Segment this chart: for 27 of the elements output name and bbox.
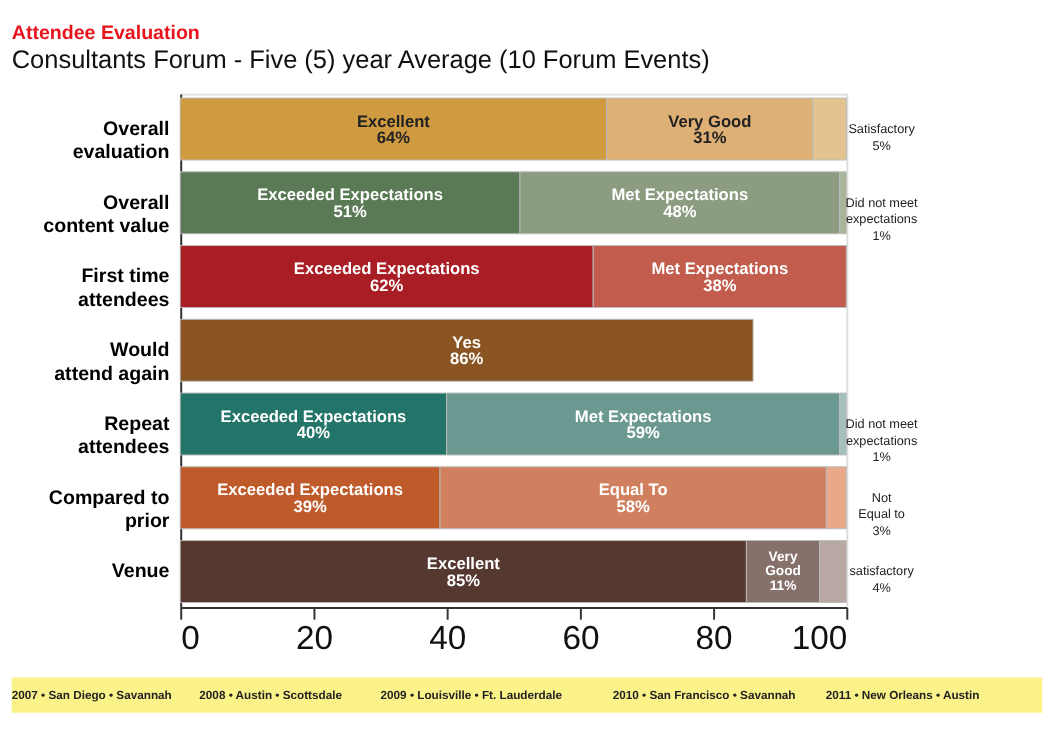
y-tick-label: Overall evaluation bbox=[72, 118, 171, 165]
chart-title: Consultants Forum - Five (5) year Average (10 Forum Events) bbox=[11, 44, 710, 75]
data-label: Exceeded Expectations 39% bbox=[217, 479, 404, 516]
x-tick-label: 0 bbox=[181, 619, 200, 658]
data-label: Excellent 64% bbox=[356, 110, 431, 148]
y-tick-label: Would attend again bbox=[54, 340, 170, 386]
chart-subtitle: Attendee Evaluation bbox=[11, 22, 200, 45]
y-tick-label: First time attendees bbox=[78, 266, 171, 312]
x-tick-label: 20 bbox=[295, 619, 333, 658]
data-label: Exceeded Expectations 51% bbox=[257, 184, 444, 221]
y-tick-label: Venue bbox=[111, 561, 171, 584]
data-label: Met Expectations 38% bbox=[651, 258, 789, 295]
y-tick-label: Compared to prior bbox=[48, 487, 170, 534]
data-label: Exceeded Expectations 40% bbox=[220, 405, 408, 443]
y-tick-label: Overall content value bbox=[43, 192, 171, 239]
data-label: Met Expectations 48% bbox=[611, 184, 749, 221]
data-label: Met Expectations 59% bbox=[574, 405, 713, 443]
data-label: Excellent 85% bbox=[426, 553, 501, 590]
data-label: Exceeded Expectations 62% bbox=[293, 258, 481, 295]
data-label: Yes 86% bbox=[450, 331, 485, 369]
x-tick-label: 60 bbox=[562, 619, 600, 658]
x-tick-label: 40 bbox=[429, 619, 467, 658]
x-tick-label: 100 bbox=[791, 619, 848, 658]
x-tick-label: 80 bbox=[695, 619, 733, 658]
data-label: Very Good 31% bbox=[668, 110, 752, 148]
y-tick-label: Repeat attendees bbox=[78, 413, 171, 460]
data-label: Equal To 58% bbox=[598, 479, 668, 516]
